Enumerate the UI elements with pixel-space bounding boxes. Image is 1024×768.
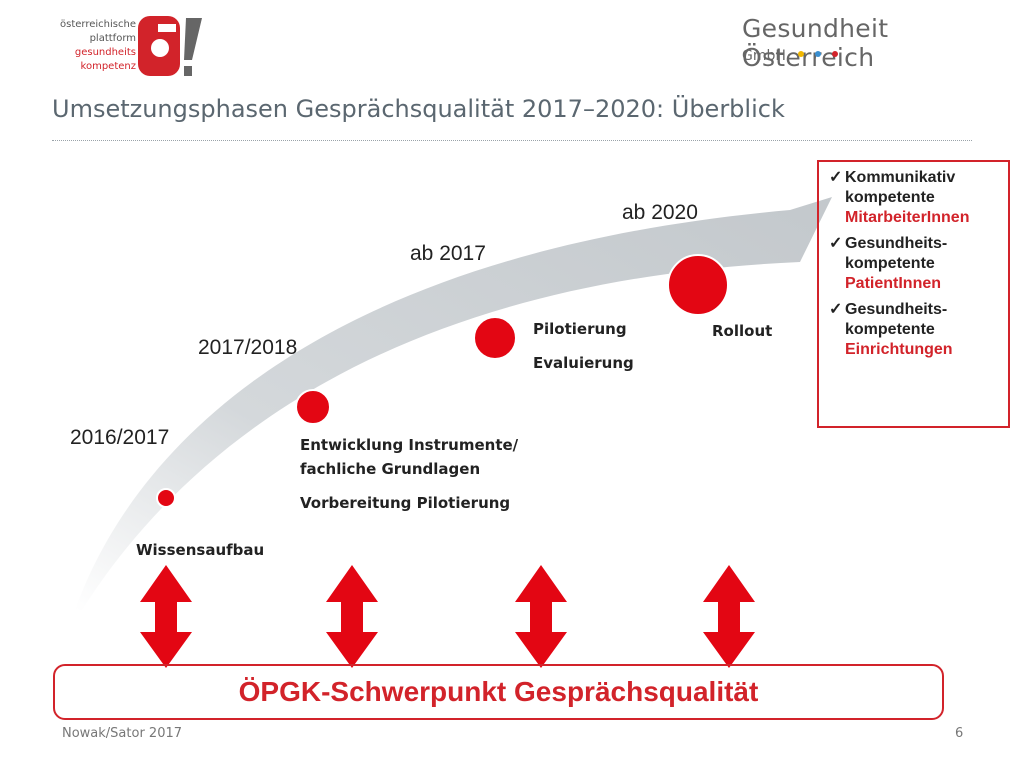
phase-label: Rollout — [712, 322, 773, 340]
check-icon: ✓ — [829, 235, 843, 252]
goal-line: kompetente — [845, 189, 935, 206]
goal-line: kompetente — [845, 255, 935, 272]
milestone-dot-1 — [156, 488, 176, 508]
goal-highlight: MitarbeiterInnen — [845, 209, 970, 226]
milestone-year-4: ab 2020 — [622, 201, 698, 224]
phase-label: Pilotierung — [533, 320, 627, 338]
page-number: 6 — [955, 726, 964, 741]
goal-line: Gesundheits- — [845, 235, 948, 252]
logo-line: gesundheits — [74, 47, 136, 58]
goal-highlight: Einrichtungen — [845, 341, 953, 358]
goal-line: kompetente — [845, 321, 935, 338]
brand-dot-yellow — [798, 51, 804, 57]
logo-text: österreichische plattform gesundheits ko… — [52, 18, 136, 74]
phase-label: Entwicklung Instrumente/ — [300, 436, 519, 454]
phase-label: Wissensaufbau — [136, 541, 265, 559]
phase-label: Vorbereitung Pilotierung — [300, 494, 511, 512]
phase-label: Evaluierung — [533, 354, 634, 372]
page-title: Umsetzungsphasen Gesprächsqualität 2017–… — [52, 95, 785, 123]
logo-line: österreichische — [60, 19, 136, 30]
check-icon: ✓ — [829, 301, 843, 318]
milestone-dot-4 — [667, 254, 729, 316]
focus-banner-text: ÖPGK-Schwerpunkt Gesprächsqualität — [238, 676, 759, 707]
check-icon: ✓ — [829, 169, 843, 186]
logo-line: kompetenz — [80, 61, 136, 72]
focus-banner — [53, 664, 944, 720]
milestone-year-3: ab 2017 — [410, 242, 486, 265]
goal-line: Gesundheits- — [845, 301, 948, 318]
milestone-year-2: 2017/2018 — [198, 336, 298, 359]
brand-dot-blue — [815, 51, 821, 57]
brand-name: Gesundheit Österreich — [742, 14, 889, 72]
double-arrow-icon — [140, 565, 192, 668]
goal-highlight: PatientInnen — [845, 275, 942, 292]
logo-line: plattform — [89, 33, 136, 44]
double-arrow-icon — [703, 565, 755, 668]
phase-label: fachliche Grundlagen — [300, 460, 481, 478]
oepgk-logo-icon — [138, 16, 202, 76]
title-divider — [52, 140, 972, 141]
double-arrow-icon — [326, 565, 378, 668]
goal-item: ✓ Gesundheits- kompetente Einrichtungen — [829, 300, 1004, 360]
goal-item: ✓ Kommunikativ kompetente MitarbeiterInn… — [829, 168, 1004, 228]
goal-item: ✓ Gesundheits- kompetente PatientInnen — [829, 234, 1004, 294]
brand-sub: GmbH — [742, 48, 786, 64]
footer-author: Nowak/Sator 2017 — [62, 726, 183, 741]
goal-line: Kommunikativ — [845, 169, 956, 186]
goals-box: ✓ Kommunikativ kompetente MitarbeiterInn… — [817, 160, 1010, 428]
double-arrow-icon — [515, 565, 567, 668]
brand-dot-red — [832, 51, 838, 57]
milestone-dot-2 — [295, 389, 331, 425]
milestone-dot-3 — [473, 316, 517, 360]
timeline-arc — [75, 197, 832, 610]
milestone-year-1: 2016/2017 — [70, 426, 170, 449]
